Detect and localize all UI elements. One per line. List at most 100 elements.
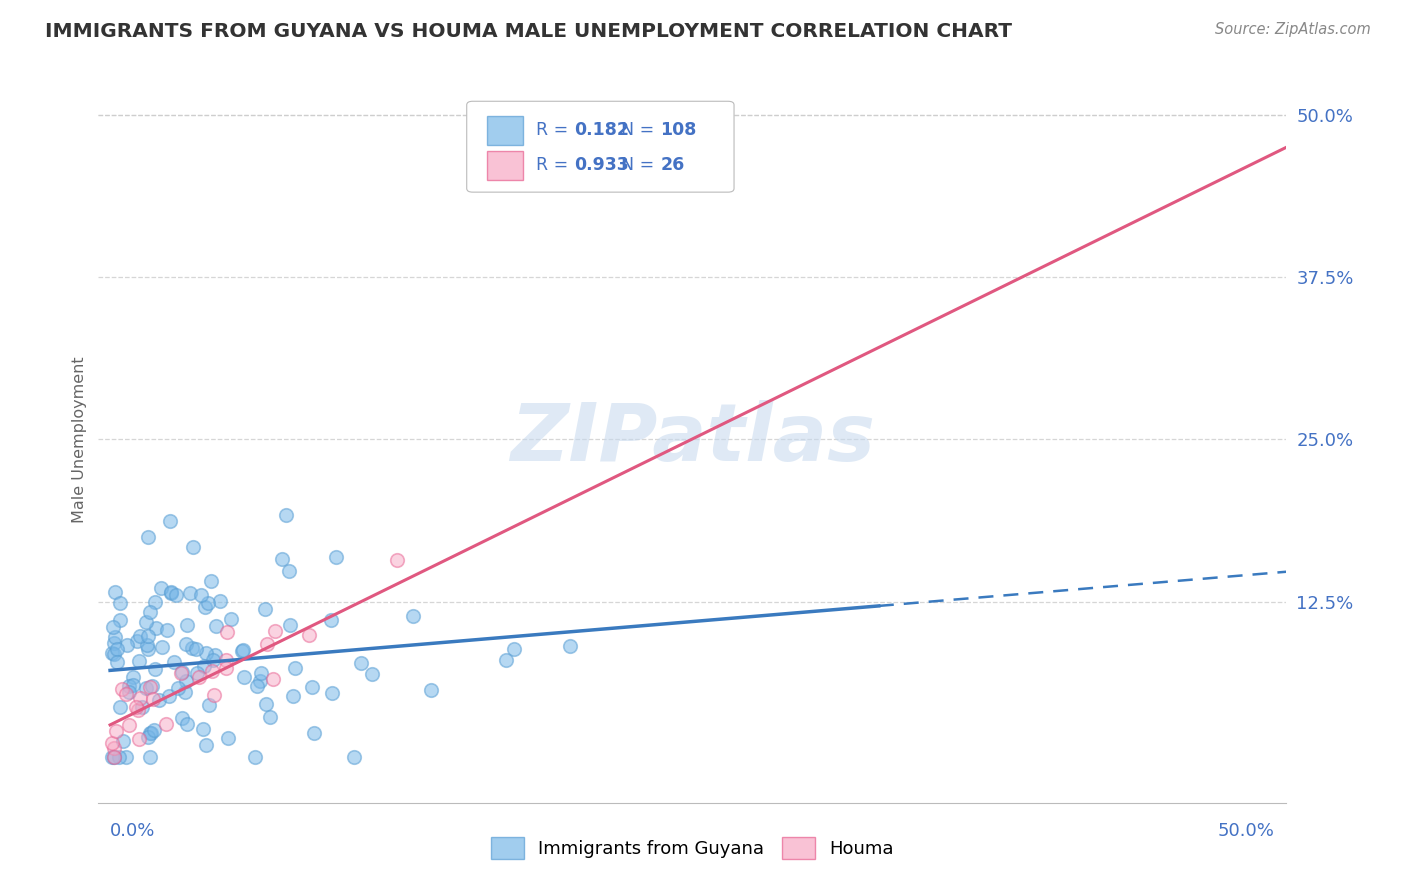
Point <box>107 750 129 764</box>
Point <box>157 689 180 703</box>
Text: R =: R = <box>536 121 568 139</box>
Point <box>103 750 125 764</box>
Point <box>215 661 238 675</box>
Point <box>136 629 159 643</box>
Point <box>103 647 125 661</box>
Text: ZIPatlas: ZIPatlas <box>510 401 875 478</box>
Point <box>138 680 160 694</box>
Text: N =: N = <box>621 121 654 139</box>
Point <box>176 618 198 632</box>
Point <box>259 710 281 724</box>
Point <box>174 674 197 689</box>
Point <box>195 646 218 660</box>
Point <box>138 750 160 764</box>
Point <box>117 638 139 652</box>
Point <box>125 699 148 714</box>
Point <box>104 584 127 599</box>
Point <box>319 613 342 627</box>
Point <box>200 574 222 589</box>
Point <box>125 633 148 648</box>
Point <box>325 550 347 565</box>
FancyBboxPatch shape <box>486 151 523 180</box>
Point <box>127 703 149 717</box>
FancyBboxPatch shape <box>467 102 734 192</box>
Point <box>103 636 125 650</box>
Text: 0.0%: 0.0% <box>110 822 156 840</box>
Point <box>155 717 177 731</box>
Point <box>172 711 194 725</box>
Point <box>136 730 159 744</box>
Point <box>145 621 167 635</box>
Point <box>118 717 141 731</box>
Text: 108: 108 <box>661 121 697 139</box>
Text: R =: R = <box>536 156 568 174</box>
Point <box>181 541 204 555</box>
Point <box>190 588 212 602</box>
Text: 0.182: 0.182 <box>574 121 628 139</box>
Point <box>149 581 172 595</box>
Point <box>243 750 266 764</box>
Point <box>104 724 127 739</box>
Point <box>135 638 157 652</box>
Legend: Immigrants from Guyana, Houma: Immigrants from Guyana, Houma <box>484 830 901 866</box>
Point <box>160 586 183 600</box>
Point <box>495 653 517 667</box>
Point <box>166 681 188 696</box>
Point <box>194 739 217 753</box>
FancyBboxPatch shape <box>486 116 523 145</box>
Point <box>179 585 201 599</box>
Point <box>246 679 269 693</box>
Point <box>170 665 193 679</box>
Point <box>402 609 425 624</box>
Text: Source: ZipAtlas.com: Source: ZipAtlas.com <box>1215 22 1371 37</box>
Point <box>156 624 179 638</box>
Point <box>202 653 225 667</box>
Point <box>194 600 217 615</box>
Point <box>105 642 128 657</box>
Point <box>284 661 307 675</box>
Point <box>278 564 301 578</box>
Point <box>115 687 138 701</box>
Point <box>249 674 271 689</box>
Point <box>176 716 198 731</box>
Point <box>150 640 173 654</box>
Point <box>215 653 238 667</box>
Point <box>163 655 186 669</box>
Point <box>118 679 141 693</box>
Point <box>233 670 256 684</box>
Point <box>204 648 226 662</box>
Point <box>219 612 242 626</box>
Point <box>343 750 366 764</box>
Point <box>321 686 343 700</box>
Point <box>193 658 215 673</box>
Point <box>118 684 141 698</box>
Point <box>101 646 124 660</box>
Point <box>217 731 239 745</box>
Point <box>301 680 323 694</box>
Point <box>142 723 165 737</box>
Point <box>170 666 193 681</box>
Text: 26: 26 <box>661 156 685 174</box>
Point <box>148 692 170 706</box>
Point <box>503 641 526 656</box>
Point <box>128 732 150 747</box>
Point <box>254 697 277 711</box>
Point <box>143 595 166 609</box>
Text: 0.933: 0.933 <box>574 156 628 174</box>
Point <box>231 644 253 658</box>
Point <box>197 596 219 610</box>
Point <box>188 670 211 684</box>
Point <box>209 594 232 608</box>
Point <box>174 684 197 698</box>
Point <box>250 665 273 680</box>
Point <box>262 672 284 686</box>
Point <box>139 726 162 740</box>
Text: N =: N = <box>621 156 654 174</box>
Point <box>139 605 162 619</box>
Point <box>122 678 145 692</box>
Point <box>205 619 228 633</box>
Point <box>104 630 127 644</box>
Point <box>136 641 159 656</box>
Point <box>135 615 157 629</box>
Point <box>141 679 163 693</box>
